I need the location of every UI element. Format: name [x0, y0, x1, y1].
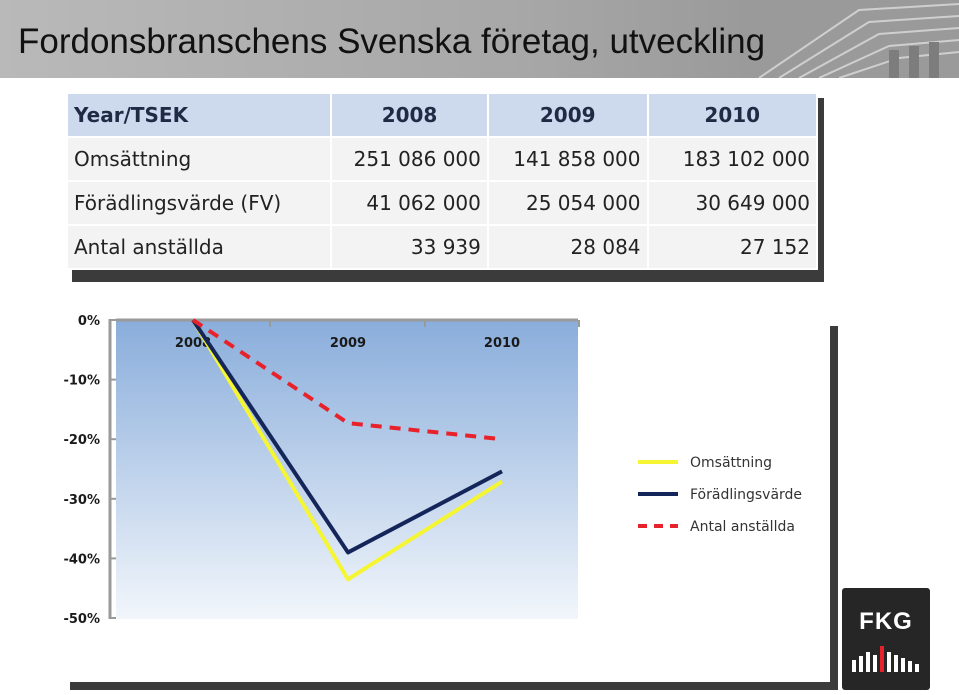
series-line: [191, 318, 503, 555]
building-photo-decoration: [739, 0, 959, 78]
table-header-row: Year/TSEK 2008 2009 2010: [65, 92, 819, 138]
y-tick-label: -20%: [63, 433, 100, 448]
line-chart: 0% -10% -20% -30% -40% -50% 2008 2009 2010 Omsä…: [62, 314, 838, 690]
cell-value: 27 152: [646, 224, 819, 270]
plot-area: [116, 319, 578, 619]
table-row: Omsättning 251 086 000 141 858 000 183 1…: [65, 136, 819, 182]
cell-value: 30 649 000: [646, 180, 819, 226]
page-title: Fordonsbranschens Svenska företag, utvec…: [18, 22, 766, 61]
header-cell-label: Year/TSEK: [65, 92, 333, 138]
y-tick-label: 0%: [78, 314, 100, 329]
header-cell-2010: 2010: [646, 92, 819, 138]
row-label: Förädlingsvärde (FV): [65, 180, 333, 226]
table-row: Förädlingsvärde (FV) 41 062 000 25 054 0…: [65, 180, 819, 226]
y-tick-label: -50%: [63, 612, 100, 627]
legend-label: Antal anställda: [690, 519, 795, 535]
logo-bars-icon: [852, 646, 919, 672]
row-label: Omsättning: [65, 136, 333, 182]
legend-label: Omsättning: [690, 455, 772, 471]
cell-value: 28 084: [486, 224, 649, 270]
x-tick-label: 2010: [484, 336, 520, 351]
cell-value: 33 939: [330, 224, 489, 270]
fkg-logo: FKG: [842, 588, 930, 690]
y-tick-label: -30%: [63, 493, 100, 508]
y-tick-label: -40%: [63, 552, 100, 567]
cell-value: 251 086 000: [330, 136, 489, 182]
y-tick-label: -10%: [63, 374, 100, 389]
series-line: [191, 318, 503, 442]
chart-container: 0% -10% -20% -30% -40% -50% 2008 2009 2010 Omsä…: [60, 300, 840, 690]
legend-label: Förädlingsvärde: [690, 487, 802, 503]
table-row: Antal anställda 33 939 28 084 27 152: [65, 224, 819, 270]
cell-value: 183 102 000: [646, 136, 819, 182]
data-table: Year/TSEK 2008 2009 2010 Omsättning 251 …: [65, 92, 819, 270]
series-line: [191, 318, 504, 582]
header-cell-2008: 2008: [330, 92, 489, 138]
cell-value: 25 054 000: [486, 180, 649, 226]
cell-value: 141 858 000: [486, 136, 649, 182]
title-bar: Fordonsbranschens Svenska företag, utvec…: [0, 0, 959, 78]
header-cell-2009: 2009: [486, 92, 649, 138]
row-label: Antal anställda: [65, 224, 333, 270]
x-tick-label: 2009: [330, 336, 366, 351]
logo-text: FKG: [859, 608, 913, 635]
x-tick-label: 2008: [175, 336, 211, 351]
cell-value: 41 062 000: [330, 180, 489, 226]
